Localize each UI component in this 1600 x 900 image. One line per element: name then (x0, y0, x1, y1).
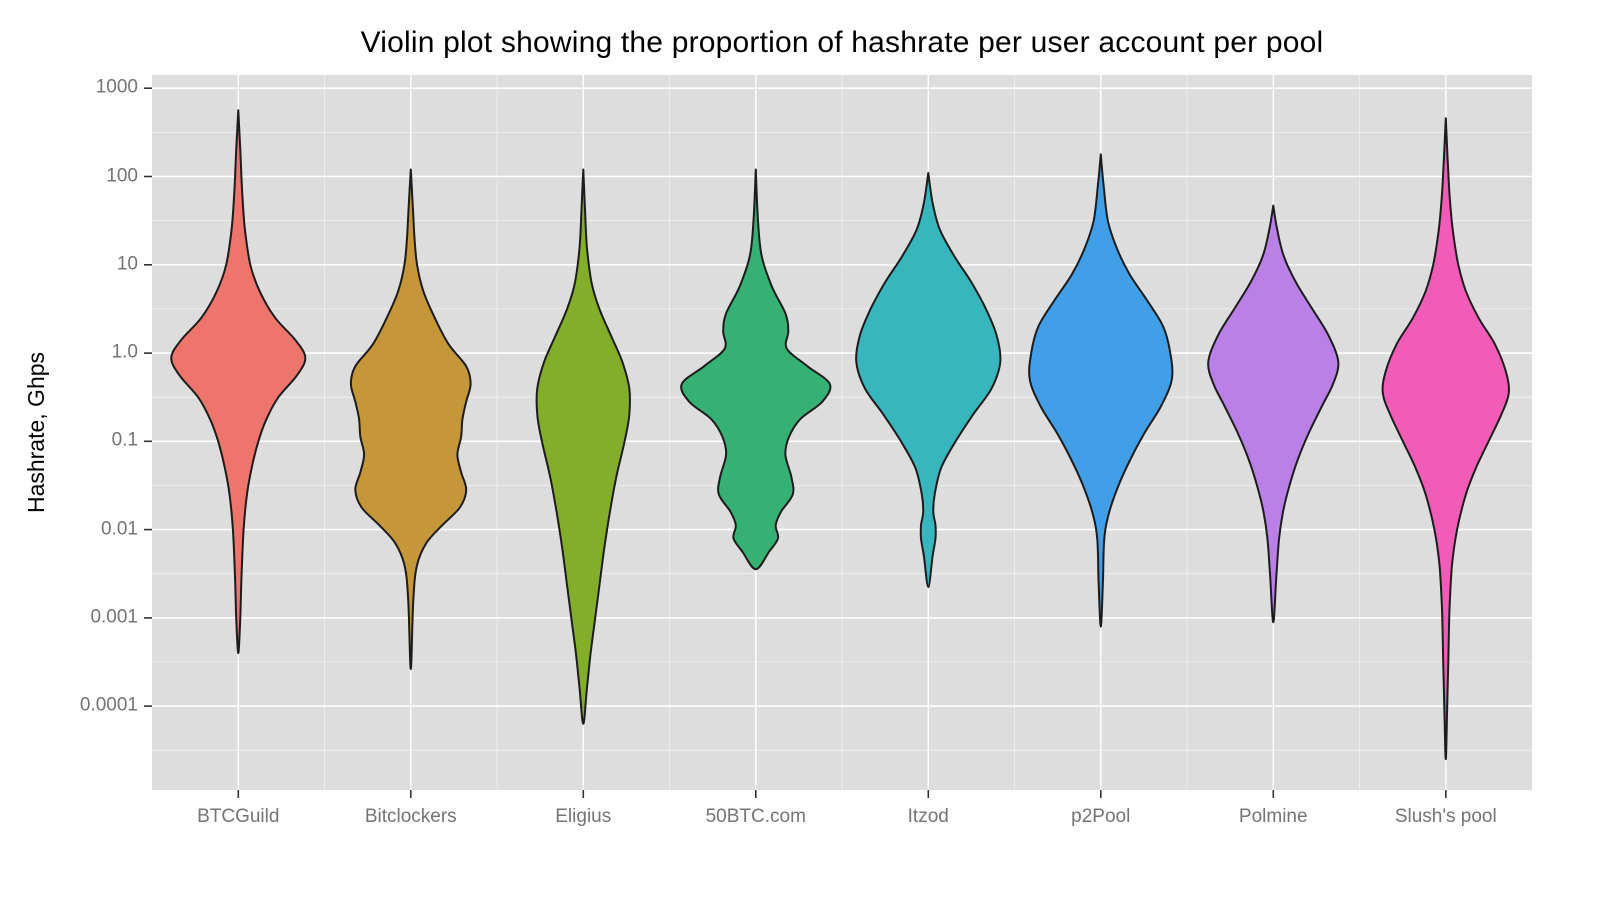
x-tick-label: 50BTC.com (705, 806, 806, 827)
x-tick-label: BTCGuild (197, 806, 280, 827)
y-tick-label: 0.1 (111, 429, 138, 451)
x-tick-label: p2Pool (1071, 806, 1131, 827)
x-tick-label: Eligius (555, 806, 612, 827)
violin-50btc-com (680, 168, 832, 571)
violin-btcguild (170, 109, 307, 655)
y-tick-label: 0.001 (90, 606, 138, 628)
y-tick-label: 1.0 (111, 341, 138, 363)
violin-eligius (535, 168, 631, 725)
violin-polmine (1207, 204, 1340, 624)
y-tick-label: 0.0001 (79, 694, 138, 716)
x-tick-label: Slush's pool (1394, 806, 1497, 827)
violin-itzod (855, 172, 1002, 588)
violin-p2pool (1028, 153, 1174, 628)
y-tick-label: 0.01 (101, 518, 138, 540)
x-tick-label: Polmine (1238, 806, 1308, 827)
x-tick-label: Bitclockers (364, 806, 457, 827)
y-tick-label: 100 (106, 165, 138, 187)
violin-slush-s-pool (1381, 117, 1510, 761)
y-tick-label: 1000 (95, 76, 138, 98)
violin-bitclockers (349, 168, 472, 671)
y-tick-label: 10 (116, 253, 138, 275)
chart-title: Violin plot showing the proportion of ha… (360, 26, 1324, 59)
x-tick-label: Itzod (907, 806, 949, 827)
